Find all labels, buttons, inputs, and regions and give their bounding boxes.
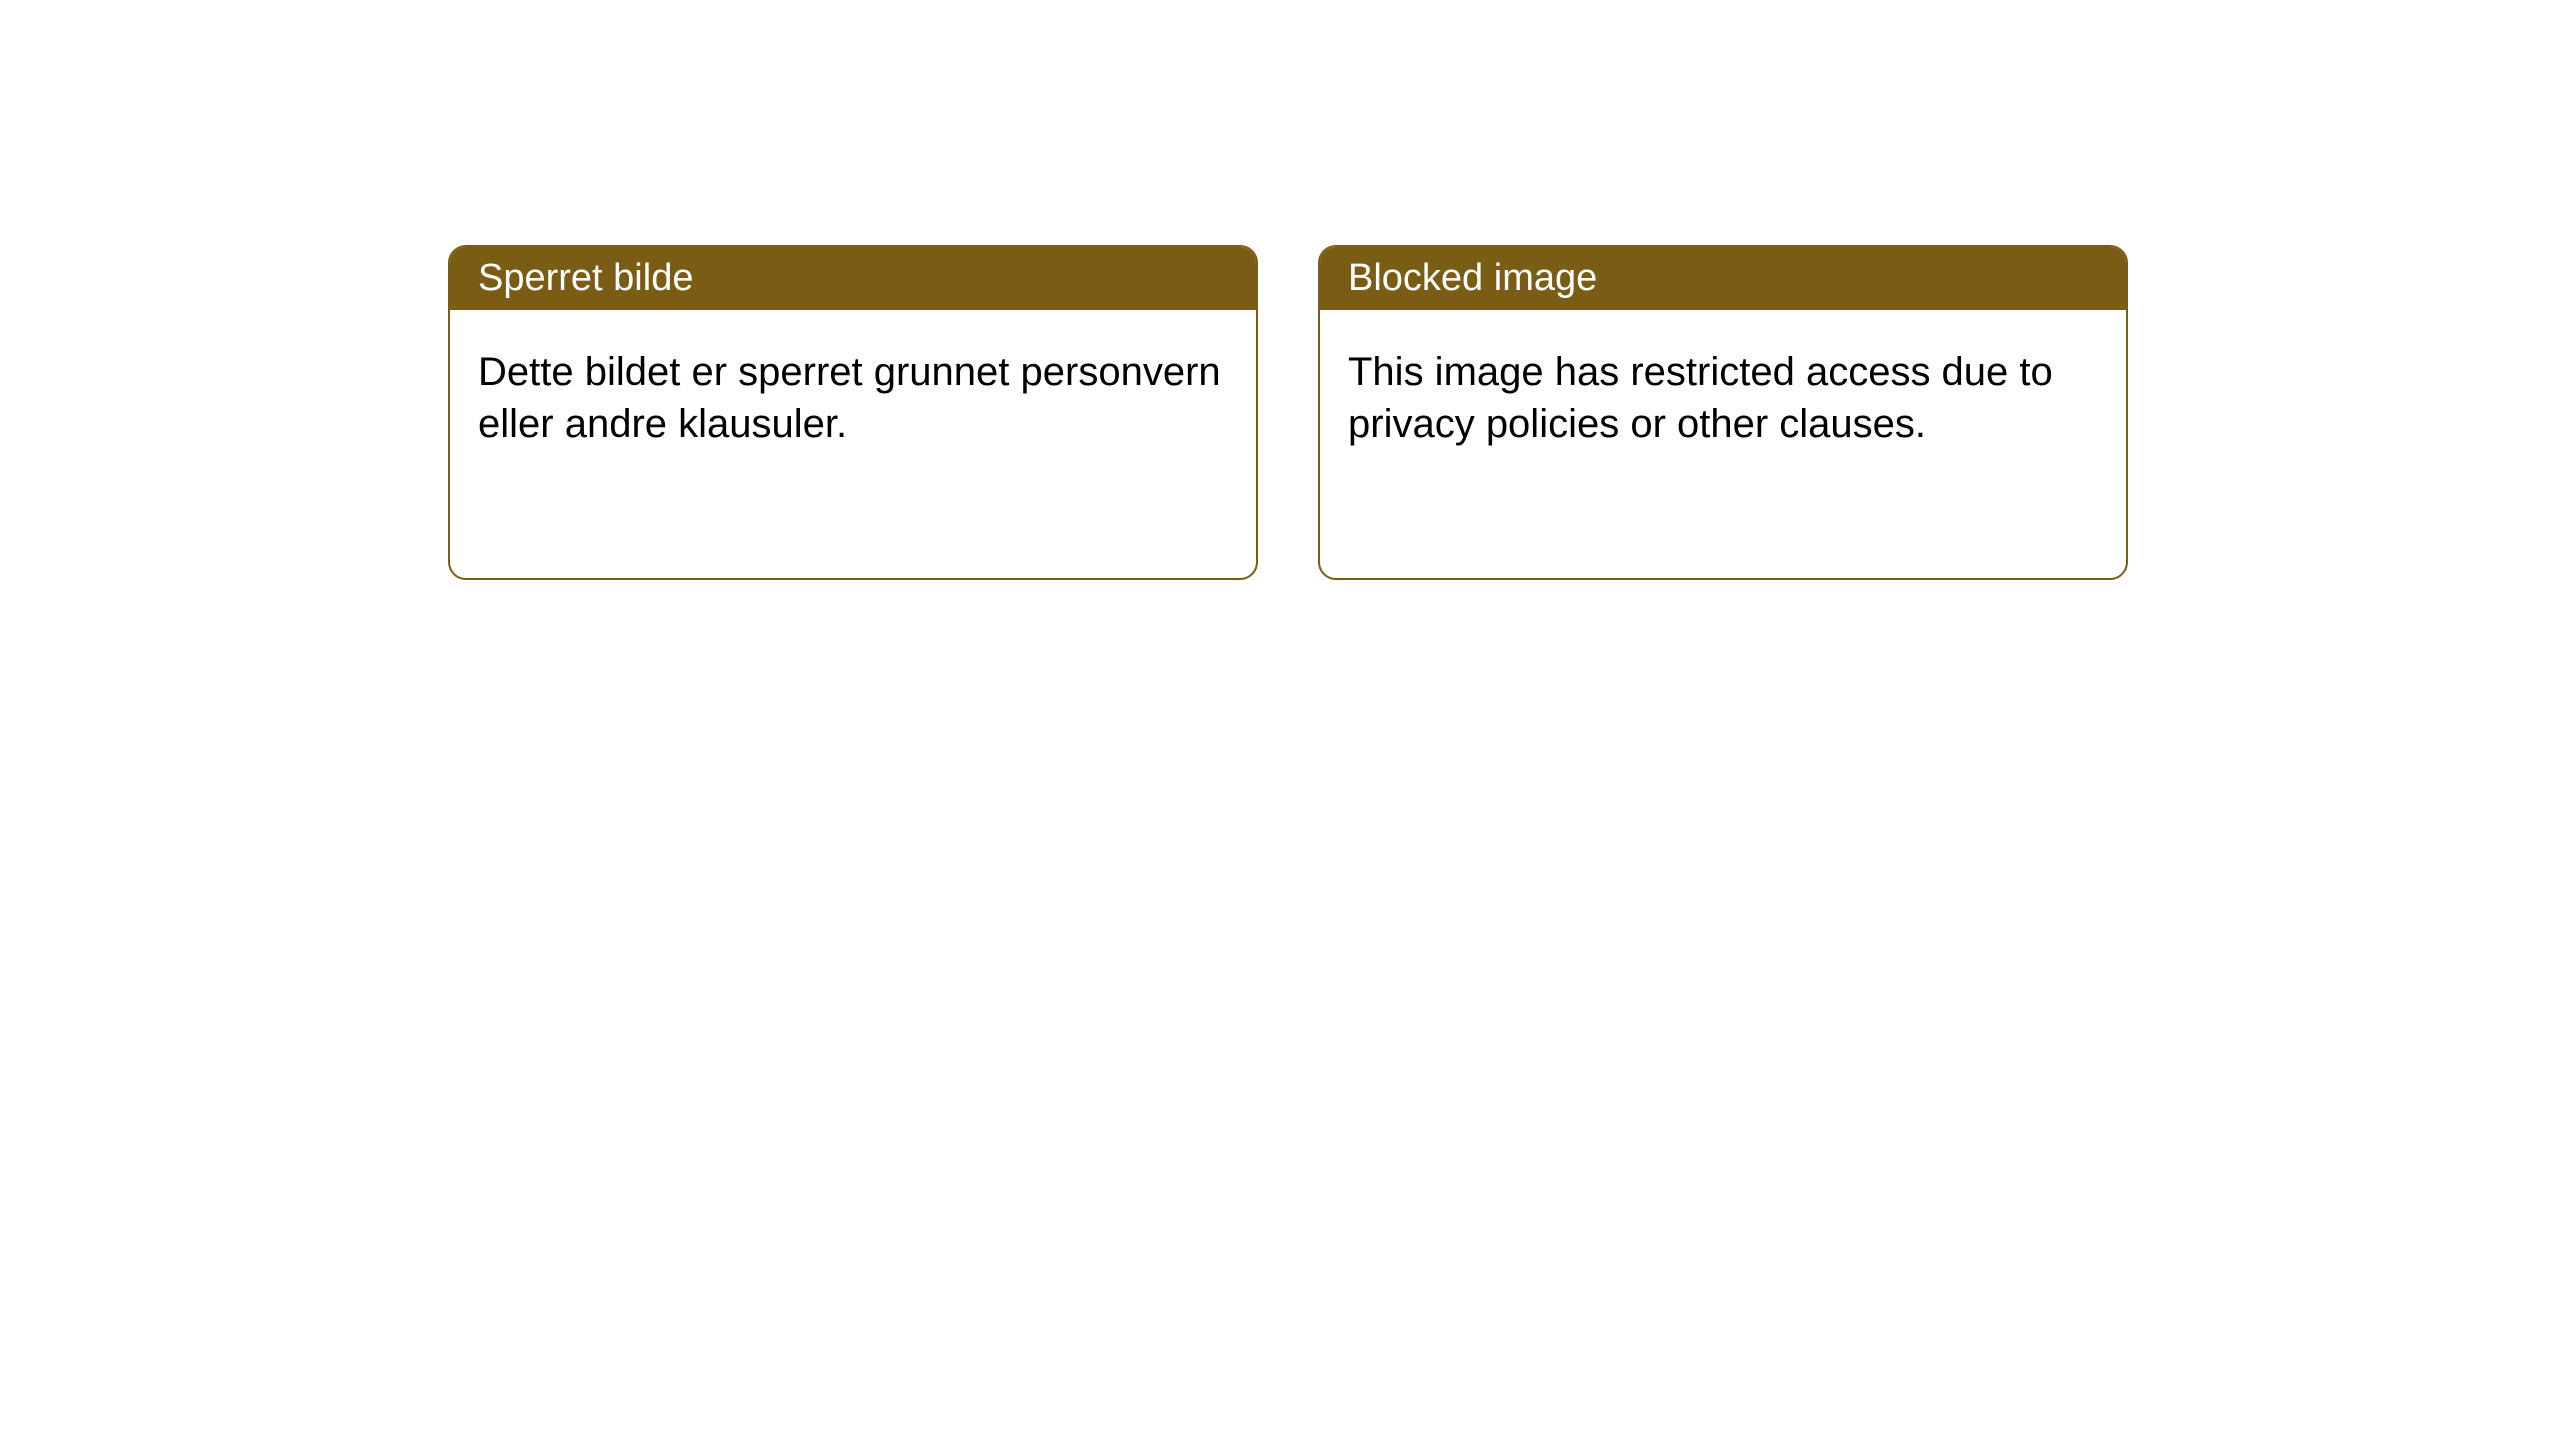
- notice-text: Dette bildet er sperret grunnet personve…: [478, 350, 1221, 446]
- notice-box-english: Blocked image This image has restricted …: [1318, 245, 2128, 580]
- notice-title: Sperret bilde: [478, 257, 693, 299]
- notice-body: This image has restricted access due to …: [1320, 310, 2126, 486]
- notice-title: Blocked image: [1348, 257, 1597, 299]
- notice-header: Sperret bilde: [450, 247, 1256, 310]
- notice-header: Blocked image: [1320, 247, 2126, 310]
- notice-text: This image has restricted access due to …: [1348, 350, 2053, 446]
- notice-container: Sperret bilde Dette bildet er sperret gr…: [0, 0, 2560, 580]
- notice-body: Dette bildet er sperret grunnet personve…: [450, 310, 1256, 486]
- notice-box-norwegian: Sperret bilde Dette bildet er sperret gr…: [448, 245, 1258, 580]
